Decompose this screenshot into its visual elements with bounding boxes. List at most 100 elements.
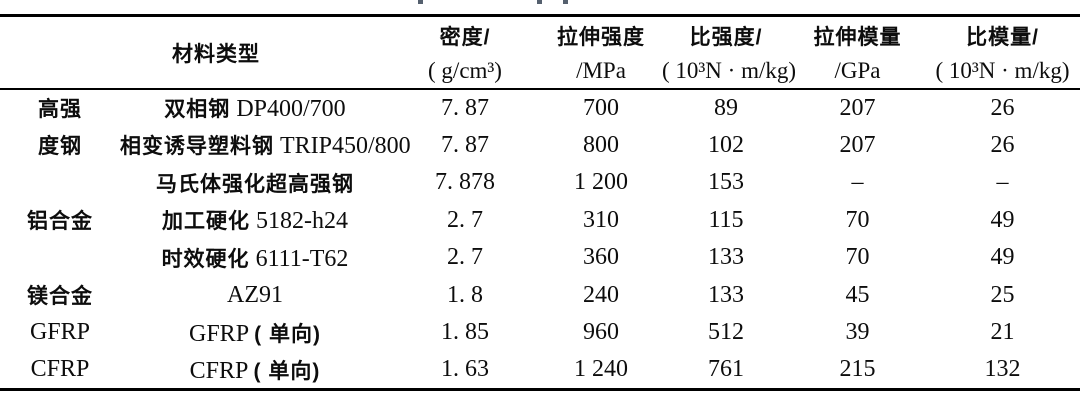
cell-tensile-modulus: 207 [839, 131, 876, 158]
cropped-text-fragment [537, 0, 542, 4]
cell-material-name: 双相钢 DP400/700 [120, 89, 390, 127]
material-name-segment: ( 单向) [253, 359, 321, 383]
cell-tensile-strength: 1 200 [574, 169, 628, 196]
col-header-tensile-strength: 拉伸强度 /MPa [540, 16, 662, 90]
cell-tensile-strength: 960 [583, 319, 619, 346]
table-row: 镁合金 AZ91 1. 8 240 133 45 25 [0, 277, 1080, 315]
cell-specific-strength: 115 [708, 206, 744, 233]
material-name-segment: 相变诱导塑料钢 [120, 135, 274, 159]
material-name-segment: AZ91 [227, 281, 283, 308]
table-header: 材料类型 密度/ ( g/cm³) 拉伸强度 /MPa 比强度/ ( 10³N … [0, 16, 1080, 90]
material-name-segment: DP400/700 [230, 96, 346, 123]
cell-material-name: CFRP ( 单向) [120, 352, 390, 390]
cell-density: 2. 7 [447, 206, 483, 233]
col-header-density: 密度/ ( g/cm³) [390, 16, 540, 90]
cell-density: 7. 878 [435, 169, 495, 196]
cell-material-group: 铝合金 [27, 210, 93, 234]
cell-specific-strength: 512 [708, 319, 744, 346]
table-row: 时效硬化 6111-T62 2. 7 360 133 70 49 [0, 239, 1080, 277]
cell-material-group: CFRP [30, 356, 90, 382]
table-row: 度钢 相变诱导塑料钢 TRIP450/800 7. 87 800 102 207 26 [0, 127, 1080, 165]
cell-specific-modulus: 49 [990, 206, 1015, 233]
cell-density: 1. 63 [441, 356, 489, 382]
table-row: CFRP CFRP ( 单向) 1. 63 1 240 761 215 132 [0, 352, 1080, 390]
header-line1: 拉伸模量 [813, 25, 902, 49]
materials-properties-table: 材料类型 密度/ ( g/cm³) 拉伸强度 /MPa 比强度/ ( 10³N … [0, 14, 1080, 391]
cell-material-group: 高强 [38, 98, 82, 122]
cell-material-name: AZ91 [120, 277, 390, 315]
material-name-segment: 时效硬化 [161, 247, 250, 271]
cell-specific-strength: 133 [708, 281, 744, 308]
header-line2: ( 10³N · m/kg) [662, 57, 797, 83]
cell-tensile-modulus: 39 [845, 319, 870, 346]
cell-tensile-modulus: 70 [845, 244, 870, 271]
table-row: GFRP GFRP ( 单向) 1. 85 960 512 39 21 [0, 314, 1080, 352]
header-line2: /GPa [834, 57, 881, 83]
header-line2: ( g/cm³) [428, 57, 502, 83]
material-name-segment: 5182-h24 [250, 208, 348, 235]
cell-specific-modulus: 132 [984, 356, 1021, 382]
material-name-segment: 6111-T62 [249, 245, 349, 272]
cell-material-group: 镁合金 [27, 285, 93, 309]
cell-material-group: 度钢 [38, 135, 82, 159]
material-name-segment: 马氏体强化超高强钢 [156, 172, 354, 196]
cell-density: 1. 85 [441, 319, 489, 346]
cropped-text-fragment [563, 0, 568, 4]
header-row: 材料类型 密度/ ( g/cm³) 拉伸强度 /MPa 比强度/ ( 10³N … [0, 16, 1080, 90]
cell-tensile-strength: 700 [583, 94, 619, 121]
cell-tensile-modulus: – [851, 169, 864, 196]
material-name-segment: ( 单向) [254, 322, 321, 346]
material-name-segment: 双相钢 [164, 98, 231, 122]
cropped-text-fragment [418, 0, 423, 4]
cell-density: 7. 87 [441, 94, 489, 121]
cell-material-name: 时效硬化 6111-T62 [120, 239, 390, 277]
material-name-segment: TRIP450/800 [274, 133, 411, 160]
header-line1: 比模量/ [966, 25, 1039, 49]
material-name-segment: GFRP [189, 320, 255, 347]
table-row: 马氏体强化超高强钢 7. 878 1 200 153 – – [0, 164, 1080, 202]
cell-tensile-modulus: 45 [845, 281, 870, 308]
cell-specific-strength: 761 [708, 356, 744, 382]
cell-tensile-strength: 310 [583, 206, 619, 233]
cell-specific-modulus: 25 [990, 281, 1015, 308]
cell-tensile-modulus: 70 [845, 206, 870, 233]
cell-density: 1. 8 [447, 281, 483, 308]
cell-tensile-strength: 360 [583, 244, 619, 271]
cell-specific-strength: 133 [708, 244, 744, 271]
cell-material-group [0, 164, 120, 202]
col-header-specific-strength: 比强度/ ( 10³N · m/kg) [662, 16, 797, 90]
header-line2: ( 10³N · m/kg) [935, 57, 1070, 83]
header-line1: 密度/ [439, 25, 491, 49]
table-row: 高强 双相钢 DP400/700 7. 87 700 89 207 26 [0, 89, 1080, 127]
col-header-specific-modulus: 比模量/ ( 10³N · m/kg) [925, 16, 1080, 90]
cell-specific-strength: 89 [714, 94, 738, 121]
cell-specific-modulus: 21 [990, 319, 1015, 346]
cell-tensile-strength: 240 [583, 281, 619, 308]
table-body: 高强 双相钢 DP400/700 7. 87 700 89 207 26 度钢 相变诱导塑料钢 … [0, 89, 1080, 389]
cell-material-name: 加工硬化 5182-h24 [120, 202, 390, 240]
cell-material-group: GFRP [29, 319, 91, 346]
cell-specific-modulus: 26 [990, 94, 1015, 121]
table-row: 铝合金 加工硬化 5182-h24 2. 7 310 115 70 49 [0, 202, 1080, 240]
cell-specific-strength: 102 [708, 131, 744, 158]
cell-specific-modulus: 26 [990, 131, 1015, 158]
cell-material-group [0, 239, 120, 277]
cell-material-name: 相变诱导塑料钢 TRIP450/800 [120, 127, 411, 165]
material-name-segment: CFRP [189, 357, 254, 384]
col-header-tensile-modulus: 拉伸模量 /GPa [790, 16, 925, 90]
cell-tensile-modulus: 215 [839, 356, 876, 382]
cell-specific-modulus: – [996, 169, 1009, 196]
cell-tensile-strength: 1 240 [574, 356, 628, 382]
col-header-material-type: 材料类型 [172, 42, 260, 66]
cell-density: 2. 7 [447, 244, 483, 271]
cell-tensile-strength: 800 [583, 131, 619, 158]
cell-material-name: GFRP ( 单向) [120, 314, 390, 352]
cell-density: 7. 87 [441, 131, 489, 158]
cell-specific-strength: 153 [708, 169, 744, 196]
header-line1: 拉伸强度 [557, 25, 645, 49]
cell-specific-modulus: 49 [990, 244, 1015, 271]
material-name-segment: 加工硬化 [162, 210, 250, 234]
header-line1: 比强度/ [689, 25, 763, 49]
header-line2: /MPa [576, 57, 626, 83]
